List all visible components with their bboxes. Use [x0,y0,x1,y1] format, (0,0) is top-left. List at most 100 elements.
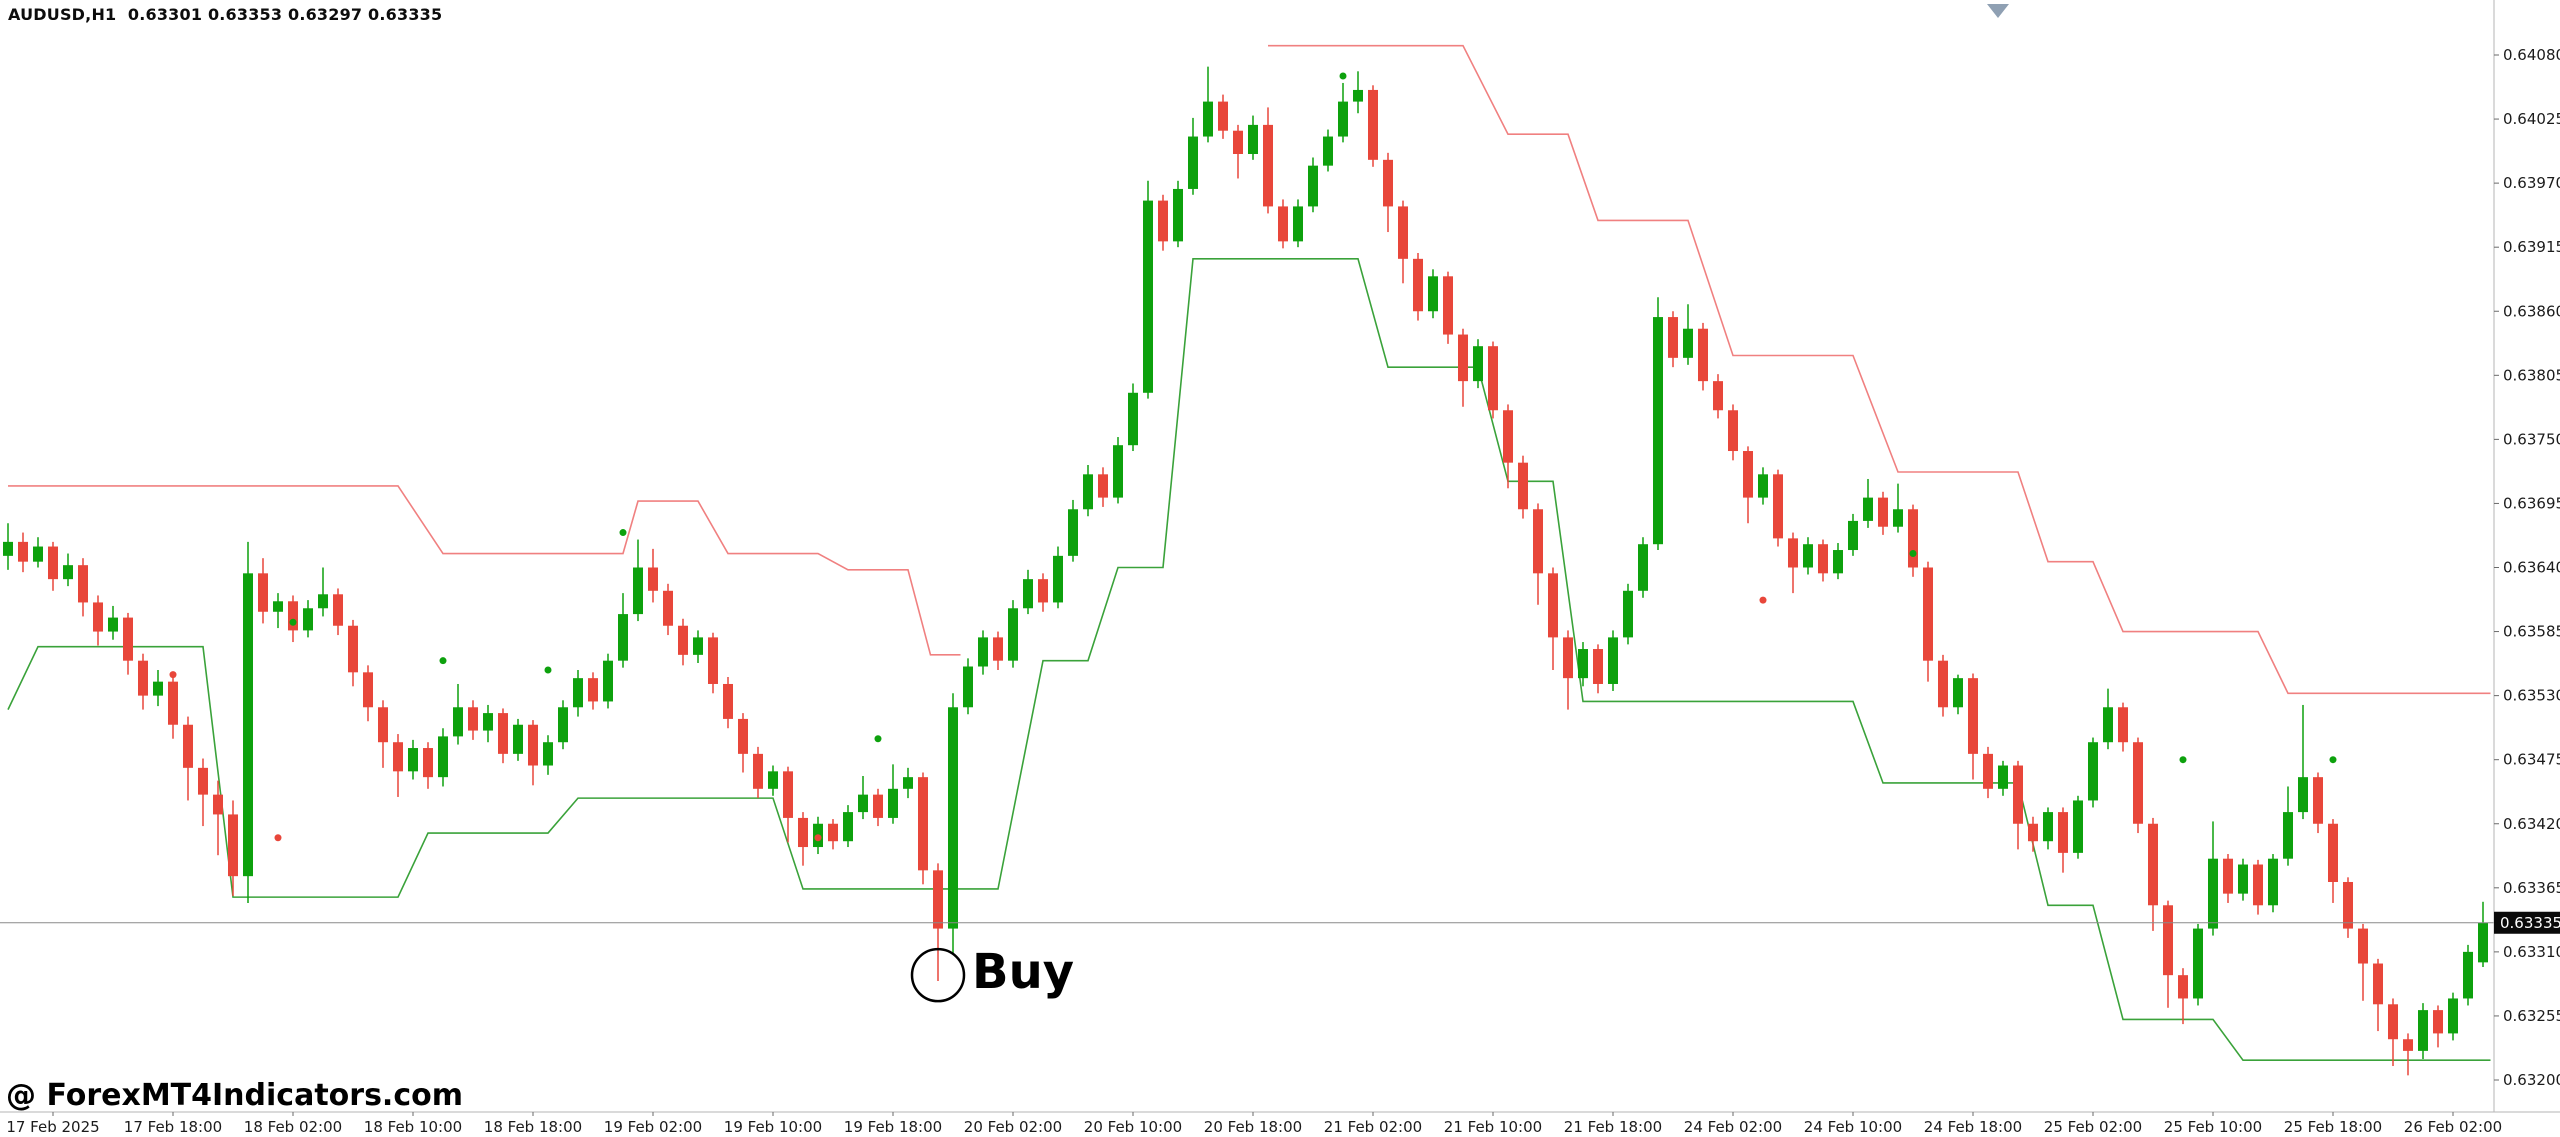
buy-signal-dot [2329,756,2337,764]
price-tick-label: 0.63530 [2503,687,2560,705]
bear-candle [2328,823,2338,882]
bear-candle [873,794,883,818]
watermark: @ ForexMT4Indicators.com [6,1078,463,1113]
bull-candle [633,567,643,615]
bear-candle [2013,765,2023,824]
bear-candle [723,683,733,719]
price-tick-label: 0.63420 [2503,815,2560,833]
bear-candle [1773,474,1783,539]
bear-candle [18,541,28,562]
bear-candle [1713,381,1723,411]
bull-candle [2448,998,2458,1034]
bear-candle [1923,567,1933,661]
bear-candle [1548,573,1558,638]
bear-candle [918,777,928,871]
bear-candle [753,753,763,789]
bull-candle [1008,608,1018,661]
sell-signal-dot [814,834,822,842]
bear-candle [2148,823,2158,906]
bull-candle [1203,101,1213,137]
bear-candle [588,678,598,702]
time-axis[interactable]: 17 Feb 2025 17 Feb 18:00 18 Feb 02:00 18 Fe… [0,1111,2560,1136]
bear-candle [1788,538,1798,568]
chart-shift-marker-icon[interactable] [1987,4,2009,18]
bear-candle [2403,1039,2413,1051]
bull-candle [1068,509,1078,556]
bear-candle [1593,649,1603,684]
bear-candle [183,724,193,768]
bear-candle [648,567,658,591]
bull-candle [483,713,493,731]
bull-candle [1188,136,1198,189]
buy-annotation-group[interactable]: Buy [910,944,1074,1003]
buy-signal-circle[interactable] [910,947,966,1003]
bull-candle [1053,555,1063,603]
bear-candle [2058,812,2068,853]
bull-candle [1248,124,1258,155]
bear-candle [213,794,223,815]
bull-candle [318,594,328,609]
bull-candle [2478,922,2488,963]
bull-candle [903,777,913,789]
bear-candle [1383,159,1393,207]
bull-candle [858,794,868,813]
time-tick-label: 21 Feb 10:00 [1444,1118,1542,1136]
time-tick-label: 21 Feb 18:00 [1564,1118,1662,1136]
bear-candle [663,590,673,626]
buy-signal-dot [619,529,627,537]
buy-signal-dot [1909,550,1917,558]
bear-candle [2118,707,2128,743]
bull-candle [1953,678,1963,708]
bull-candle [1893,509,1903,527]
bear-candle [1038,579,1048,603]
bear-candle [348,625,358,673]
bear-candle [1233,130,1243,155]
price-tick-label: 0.63805 [2503,366,2560,384]
bear-candle [78,565,88,603]
bear-candle [1698,328,1708,382]
bear-candle [933,870,943,929]
bull-candle [1758,474,1768,498]
lower-channel-line [7,258,2491,1061]
bear-candle [1443,276,1453,335]
bull-candle [1653,317,1663,545]
price-axis[interactable]: 0.64080 0.64025 0.63970 0.63915 0.63860 0.638… [2493,0,2560,1112]
bull-candle [2268,858,2278,906]
bull-candle [453,707,463,737]
bear-candle [258,573,268,612]
bear-candle [678,625,688,655]
bear-candle [498,713,508,754]
bear-candle [1878,497,1888,527]
bear-candle [1398,206,1408,259]
bear-candle [1968,678,1978,754]
bear-candle [168,681,178,725]
bear-candle [2163,905,2173,976]
price-tick-label: 0.63970 [2503,174,2560,192]
bear-candle [123,617,133,661]
bull-candle [273,601,283,612]
bear-candle [2433,1010,2443,1034]
bull-candle [1128,392,1138,446]
bull-candle [2208,858,2218,929]
bear-candle [363,672,373,708]
price-tick-label: 0.63640 [2503,559,2560,577]
price-tick-label: 0.63310 [2503,943,2560,961]
price-tick-label: 0.63200 [2503,1071,2560,1089]
bear-candle [333,594,343,626]
bear-candle [1518,462,1528,510]
bear-candle [1098,474,1108,498]
bear-candle [528,724,538,766]
bear-candle [468,707,478,731]
current-price-tag-label: 0.63335 [2500,914,2560,932]
bear-candle [198,767,208,795]
bull-candle [1293,206,1303,242]
signal-dots-layer [169,72,2337,842]
time-tick-label: 25 Feb 10:00 [2164,1118,2262,1136]
bull-candle [573,678,583,708]
candles-layer [3,66,2488,1076]
buy-signal-dot [439,657,447,665]
price-tick-label: 0.63585 [2503,623,2560,641]
buy-annotation-label[interactable]: Buy [972,944,1074,1000]
time-tick-label: 25 Feb 02:00 [2044,1118,2142,1136]
